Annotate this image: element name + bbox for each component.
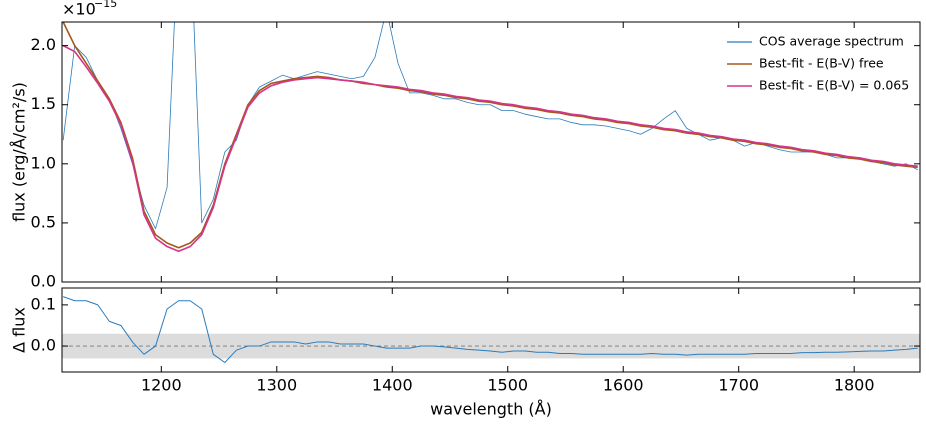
y-axis-label: Δ flux	[10, 307, 29, 353]
axes-frame	[61, 21, 921, 283]
offset-exponent: −15	[94, 0, 117, 10]
x-axis-label: wavelength (Å)	[430, 400, 552, 419]
x-tick-label: 1700	[718, 376, 759, 395]
x-tick-label: 1400	[372, 376, 413, 395]
x-tick-label: 1200	[141, 376, 182, 395]
x-tick-label: 1500	[487, 376, 528, 395]
y-tick-label: 1.5	[31, 94, 56, 113]
y-tick-label: 0.1	[31, 294, 56, 313]
plot-area	[62, 22, 918, 253]
x-tick-label: 1300	[256, 376, 297, 395]
y-tick-label: 2.0	[31, 35, 56, 54]
legend-label: Best-fit - E(B-V) free	[759, 56, 884, 71]
y-tick-label: 0.0	[31, 336, 56, 355]
y-tick-label: 0.5	[31, 212, 56, 231]
x-tick-label: 1600	[603, 376, 644, 395]
y-tick-label: 1.0	[31, 153, 56, 172]
plot-area	[62, 296, 920, 364]
axes-frame	[61, 287, 921, 373]
y-axis-label: flux (erg/Å/cm²/s)	[10, 82, 29, 222]
legend-label: COS average spectrum	[759, 34, 904, 49]
series-line	[62, 296, 918, 364]
legend-label: Best-fit - E(B-V) = 0.065	[759, 78, 909, 93]
series-line	[62, 22, 918, 249]
series-line	[62, 22, 918, 230]
y-tick-label: 0.0	[31, 272, 56, 291]
offset-text: ×10	[62, 0, 96, 19]
series-line	[62, 44, 918, 253]
x-tick-label: 1800	[834, 376, 875, 395]
